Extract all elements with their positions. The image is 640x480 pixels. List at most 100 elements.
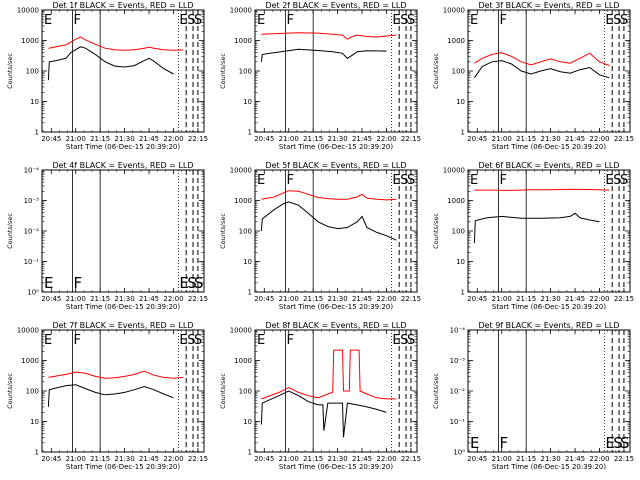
events-series-line [260, 48, 387, 62]
x-tick-label: 21:15 [516, 295, 536, 303]
panel-title: Det 4f BLACK = Events, RED = LLD [52, 161, 193, 170]
marker-label: E [44, 333, 52, 348]
marker-label: E [179, 333, 187, 348]
x-tick-label: 22:15 [614, 295, 634, 303]
y-tick-label: 10⁰ [453, 449, 465, 457]
x-tick-label: 20:45 [254, 455, 274, 463]
y-tick-label: 10000 [230, 327, 252, 335]
marker-label: E [179, 274, 188, 292]
panel-det-2: Det 2f BLACK = Events, RED = LLD Counts/s… [219, 1, 421, 151]
x-tick-label: 21:45 [565, 135, 585, 143]
x-tick-label: 21:15 [303, 135, 323, 143]
x-tick-label: 20:45 [41, 295, 61, 303]
y-tick-label: 1 [248, 449, 252, 457]
marker-label: E [470, 173, 478, 188]
marker-label: E [179, 13, 187, 28]
x-tick-label: 22:00 [589, 135, 609, 143]
y-tick-label: 1000 [234, 197, 252, 205]
x-tick-label: 22:00 [163, 455, 183, 463]
x-axis-label: Start Time (06-Dec-15 20:39:20) [66, 463, 180, 471]
y-tick-label: 1000 [447, 197, 465, 205]
marker-label: F [287, 333, 294, 348]
panel-det-7: Det 7f BLACK = Events, RED = LLD Counts/s… [6, 321, 208, 471]
x-tick-label: 22:15 [401, 135, 421, 143]
panel-title: Det 3f BLACK = Events, RED = LLD [478, 1, 619, 10]
panel-title: Det 7f BLACK = Events, RED = LLD [52, 321, 193, 330]
lld-series-line [48, 370, 184, 379]
y-tick-label: 1000 [234, 357, 252, 365]
panel-det-4: Det 4f BLACK = Events, RED = LLD Counts/s… [6, 161, 208, 311]
y-tick-label: 10⁻³ [24, 197, 40, 205]
x-tick-label: 21:00 [492, 295, 512, 303]
x-tick-label: 20:45 [467, 135, 487, 143]
x-axis-label: Start Time (06-Dec-15 20:39:20) [279, 463, 393, 471]
x-tick-label: 21:15 [90, 135, 110, 143]
y-tick-label: 100 [239, 68, 252, 76]
y-tick-label: 1 [248, 289, 252, 297]
marker-label: S [613, 173, 621, 188]
marker-label: E [392, 333, 400, 348]
y-axis-label: Counts/sec [432, 53, 440, 89]
x-tick-label: 21:00 [66, 295, 86, 303]
x-tick-label: 21:30 [541, 295, 561, 303]
marker-label: S [194, 274, 204, 292]
x-tick-label: 21:15 [303, 295, 323, 303]
plot-frame [467, 169, 631, 293]
marker-label: S [620, 13, 628, 28]
marker-label: F [500, 173, 507, 188]
x-tick-label: 22:00 [589, 455, 609, 463]
x-tick-label: 21:30 [115, 295, 135, 303]
x-tick-label: 21:45 [139, 135, 159, 143]
y-tick-label: 1 [461, 289, 465, 297]
x-tick-label: 21:30 [328, 295, 348, 303]
y-axis-label: Counts/sec [219, 373, 227, 409]
x-tick-label: 21:00 [492, 135, 512, 143]
y-tick-label: 100 [452, 228, 465, 236]
x-tick-label: 21:45 [352, 135, 372, 143]
marker-label: E [44, 13, 52, 28]
y-tick-label: 10000 [443, 7, 465, 15]
x-axis-label: Start Time (06-Dec-15 20:39:20) [492, 303, 606, 311]
x-tick-label: 22:00 [163, 295, 183, 303]
events-series-line [473, 212, 600, 244]
marker-label: E [470, 13, 478, 28]
y-tick-label: 10000 [230, 167, 252, 175]
marker-label: F [74, 333, 81, 348]
marker-label: E [257, 13, 265, 28]
marker-label: F [287, 13, 294, 28]
x-tick-label: 22:15 [188, 135, 208, 143]
x-axis-label: Start Time (06-Dec-15 20:39:20) [66, 143, 180, 151]
events-series-line [260, 201, 397, 241]
x-tick-label: 21:00 [492, 455, 512, 463]
lld-series-line [474, 188, 610, 191]
lld-series-line [261, 32, 397, 40]
x-tick-label: 20:45 [254, 135, 274, 143]
x-tick-label: 22:15 [188, 295, 208, 303]
x-tick-label: 21:15 [516, 135, 536, 143]
x-tick-label: 21:15 [303, 455, 323, 463]
x-tick-label: 21:45 [352, 295, 372, 303]
events-series-line [473, 60, 610, 79]
y-tick-label: 100 [452, 68, 465, 76]
lld-series-line [48, 36, 184, 51]
plot-frame [467, 9, 631, 133]
panel-det-9: Det 9f BLACK = Events, RED = LLD Counts/s… [432, 321, 634, 471]
plot-frame [254, 169, 418, 293]
y-tick-label: 10⁻⁴ [24, 167, 40, 175]
marker-label: E [470, 434, 479, 452]
y-tick-label: 1 [35, 449, 39, 457]
x-tick-label: 21:45 [139, 455, 159, 463]
marker-label: F [287, 173, 294, 188]
y-tick-label: 1 [35, 129, 39, 137]
x-axis-label: Start Time (06-Dec-15 20:39:20) [279, 143, 393, 151]
panel-det-5: Det 5f BLACK = Events, RED = LLD Counts/s… [219, 161, 421, 311]
x-tick-label: 21:00 [279, 455, 299, 463]
y-tick-label: 100 [239, 388, 252, 396]
marker-label: E [392, 13, 400, 28]
x-tick-label: 21:30 [115, 455, 135, 463]
x-tick-label: 21:45 [352, 455, 372, 463]
marker-label: S [400, 173, 408, 188]
x-tick-label: 21:45 [565, 455, 585, 463]
y-tick-label: 10⁻³ [450, 357, 466, 365]
